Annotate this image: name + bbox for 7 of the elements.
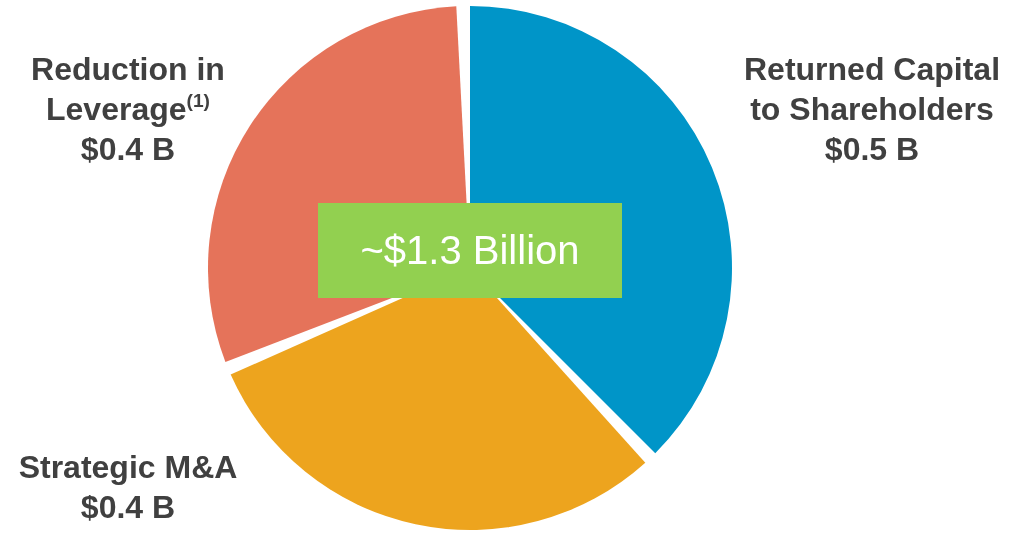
slice-label: Strategic M&A	[18, 449, 238, 486]
data-label: $0.4 B	[80, 489, 176, 526]
slice-label: Returned Capital to Shareholders	[743, 51, 1001, 128]
data-label: $0.4 B	[80, 131, 176, 168]
slice-label: Reduction in Leverage$^{(1)}$	[31, 51, 225, 128]
data-label: $0.5 B	[824, 131, 920, 168]
text: ~$1.3 Billion	[318, 203, 622, 298]
